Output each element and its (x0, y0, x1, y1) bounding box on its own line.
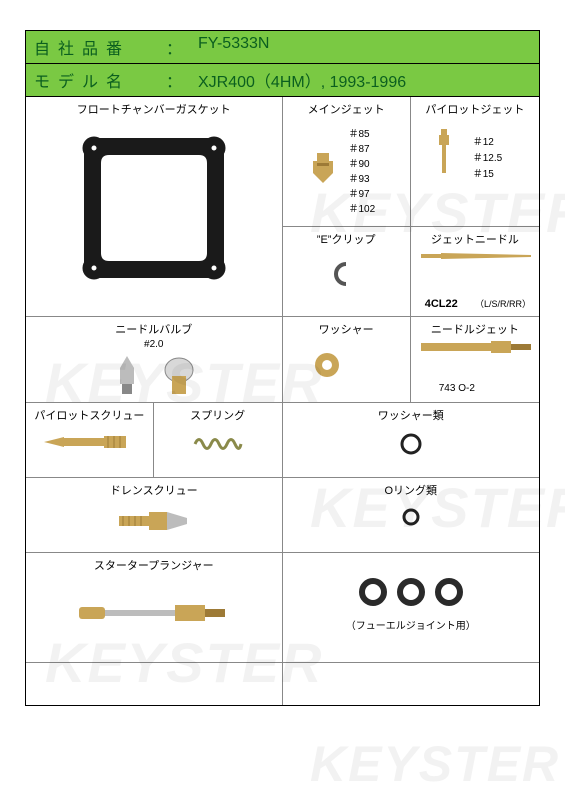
eclip-icon (333, 261, 359, 287)
colon: ： (166, 64, 190, 96)
size: ＃87 (349, 142, 376, 157)
needle-jet-code: 743 O-2 (439, 383, 475, 394)
empty-row (26, 663, 539, 705)
gasket-icon (69, 123, 239, 293)
pilot-screw-title: パイロットスクリュー (30, 407, 149, 423)
main-jet-title: メインジェット (287, 101, 406, 117)
jet-needle-title: ジェットニードル (415, 231, 535, 247)
size: ＃102 (349, 202, 376, 217)
jet-needle-code: 4CL22 (425, 298, 458, 310)
colon: ： (166, 31, 190, 63)
cell-starter-plunger: スタータープランジャー (26, 553, 283, 663)
partno-value: FY-5333N (190, 31, 539, 63)
washer-title: ワッシャー (287, 321, 406, 337)
pilot-jet-sizes: ＃12 ＃12.5 ＃15 (473, 135, 502, 183)
oring-group-title: Oリング類 (289, 482, 534, 498)
cell-spring: スプリング (154, 403, 282, 477)
watermark: KEYSTER (310, 735, 560, 793)
partno-label: 自社品番 (26, 31, 166, 63)
model-value: XJR400（4HM）, 1993-1996 (190, 64, 539, 96)
cell-right-stack: メインジェット ＃85 ＃87 ＃90 ＃93 ＃97 ＃102 (283, 97, 540, 317)
fuel-joint-caption: （フューエルジョイント用） (289, 617, 534, 632)
needle-jet-title: ニードルジェット (415, 321, 535, 337)
cell-needle-jet: ニードルジェット 743 O-2 (411, 317, 539, 402)
oring-icon (396, 577, 426, 607)
cell-jet-needle: ジェットニードル 4CL22 （L/S/R/RR） (411, 227, 539, 316)
cell-eclip: ”E”クリップ (283, 227, 411, 316)
cell-fuel-joint-orings: （フューエルジョイント用） (283, 553, 540, 663)
main-jet-icon (311, 153, 335, 183)
needle-valve-sub: #2.0 (32, 339, 276, 350)
drain-screw-icon (119, 508, 189, 534)
oring-icon (434, 577, 464, 607)
starter-plunger-icon (79, 601, 229, 625)
size: ＃93 (349, 172, 376, 187)
header-model-row: モデル名 ： XJR400（4HM）, 1993-1996 (26, 64, 539, 97)
cell-pilot-screw: パイロットスクリュー (26, 403, 154, 477)
cell-pilot-jet: パイロットジェット ＃12 ＃12.5 ＃15 (411, 97, 539, 226)
jet-needle-icon (421, 252, 531, 260)
jet-needle-variants: （L/S/R/RR） (475, 297, 531, 310)
drain-screw-title: ドレンスクリュー (32, 482, 276, 498)
size: ＃12 (473, 135, 502, 151)
header-partno-row: 自社品番 ： FY-5333N (26, 31, 539, 64)
needle-jet-icon (421, 339, 531, 355)
pilot-screw-icon (44, 433, 134, 451)
cell-washer: ワッシャー (283, 317, 411, 402)
pilot-jet-title: パイロットジェット (415, 101, 535, 117)
spring-title: スプリング (158, 407, 278, 423)
washer-group-icon (400, 433, 422, 455)
spring-icon (193, 433, 243, 455)
oring-icon (358, 577, 388, 607)
oring-icon (402, 508, 420, 526)
cell-washer-needlejet: ワッシャー ニードルジェット 743 O-2 (283, 317, 540, 403)
washer-icon (313, 351, 341, 379)
cell-oring-group: Oリング類 (283, 478, 540, 553)
cell-washer-group: ワッシャー類 (283, 403, 540, 478)
gasket-title: フロートチャンバーガスケット (32, 101, 276, 117)
cell-drain-screw: ドレンスクリュー (26, 478, 283, 553)
valve-seat-icon (162, 356, 196, 396)
size: ＃97 (349, 187, 376, 202)
oring-row (289, 577, 534, 607)
size: ＃15 (473, 167, 502, 183)
size: ＃85 (349, 127, 376, 142)
model-label: モデル名 (26, 64, 166, 96)
cell-main-jet: メインジェット ＃85 ＃87 ＃90 ＃93 ＃97 ＃102 (283, 97, 411, 226)
main-jet-sizes: ＃85 ＃87 ＃90 ＃93 ＃97 ＃102 (349, 127, 376, 217)
starter-plunger-title: スタータープランジャー (32, 557, 276, 573)
cell-needle-valve: ニードルバルブ #2.0 (26, 317, 283, 403)
cell-pilotscrew-spring: パイロットスクリュー スプリング (26, 403, 283, 478)
washer-group-title: ワッシャー類 (289, 407, 534, 423)
needle-valve-title: ニードルバルブ (32, 321, 276, 337)
size: ＃12.5 (473, 151, 502, 167)
size: ＃90 (349, 157, 376, 172)
cell-gasket: フロートチャンバーガスケット (26, 97, 283, 317)
eclip-title: ”E”クリップ (287, 231, 406, 247)
parts-grid: フロートチャンバーガスケット メインジェット (26, 97, 539, 663)
pilot-jet-icon (437, 129, 451, 173)
spec-sheet: 自社品番 ： FY-5333N モデル名 ： XJR400（4HM）, 1993… (25, 30, 540, 706)
needle-valve-icon (112, 356, 142, 396)
